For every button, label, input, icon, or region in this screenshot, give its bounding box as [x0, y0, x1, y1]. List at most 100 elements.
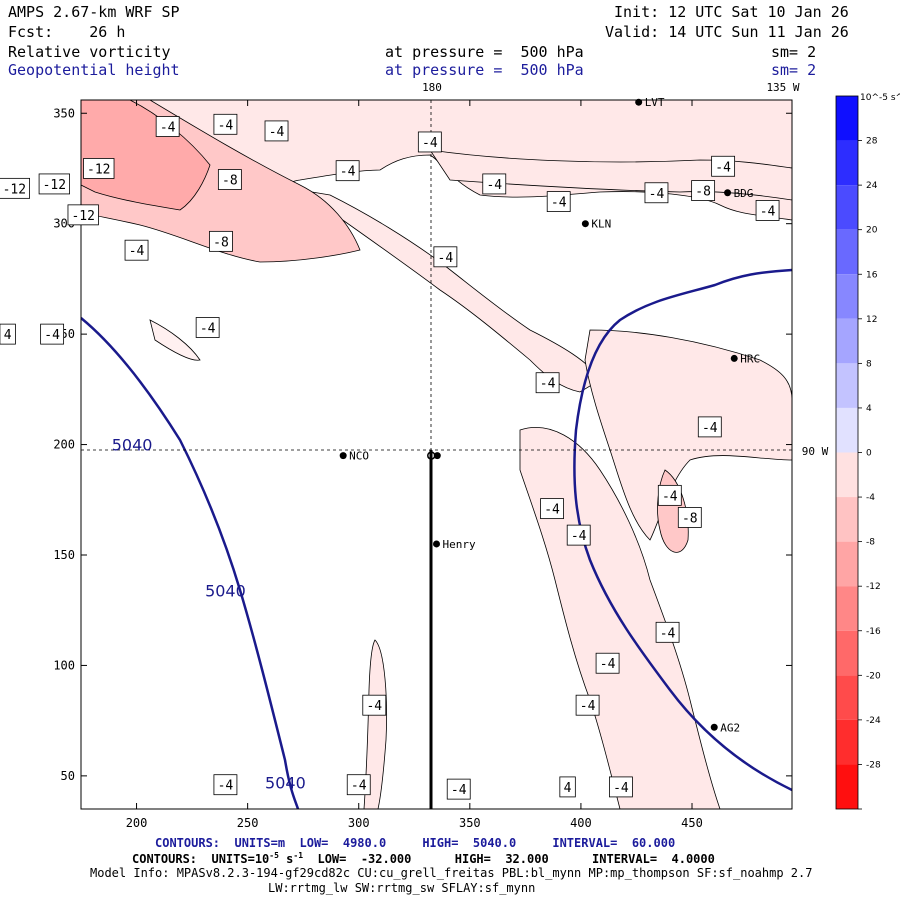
x-tick-label: 350	[459, 816, 481, 830]
forecast-value: 26 h	[89, 23, 126, 41]
colorbar-swatch	[836, 764, 858, 809]
label-box	[213, 774, 238, 796]
model-info-2: LW:rrtmg_lw SW:rrtmg_sw SFLAY:sf_mynn	[268, 881, 536, 895]
label-box	[540, 498, 564, 520]
label-box	[655, 621, 680, 643]
label-box	[83, 158, 115, 179]
station-marker	[433, 540, 440, 548]
height-contour-label: 5040	[265, 773, 306, 792]
label-box	[417, 131, 442, 153]
model-info: Model Info: MPASv8.2.3-194-gf29cd82c CU:…	[90, 866, 813, 880]
smoothing1: sm= 2	[771, 43, 817, 61]
label-box	[644, 182, 669, 204]
label-box	[38, 173, 70, 195]
valid-time: Valid: 14 UTC Sun 11 Jan 26	[605, 23, 849, 41]
colorbar-label: 16	[866, 270, 878, 280]
vorticity-contour-label: -4	[540, 498, 564, 520]
vorticity-contour-label: -4	[755, 200, 780, 221]
label-text: -8	[213, 235, 229, 250]
vorticity-contour-label: -4	[264, 120, 289, 142]
x-tick-label: 300	[348, 816, 370, 830]
colorbar-label: 28	[866, 137, 878, 147]
label-text: 4	[4, 328, 12, 343]
label-box	[566, 524, 591, 546]
label-box	[559, 776, 576, 798]
label-box	[264, 120, 289, 142]
colorbar-label: -4	[866, 493, 875, 503]
label-text: -4	[551, 196, 567, 211]
label-text: -4	[438, 251, 454, 266]
label-text: -4	[540, 377, 556, 392]
vorticity-contour-label: -4	[546, 191, 571, 213]
label-text: -4	[218, 118, 234, 133]
label-text: -4	[613, 781, 629, 796]
colorbar-swatch	[836, 318, 858, 364]
label-box	[40, 323, 65, 345]
vorticity-contour-label: -4	[595, 652, 620, 674]
plot-frame	[80, 99, 793, 810]
vorticity-contour-label: -4	[124, 239, 149, 261]
label-box	[595, 652, 620, 674]
label-box	[691, 180, 716, 201]
label-text: -8	[695, 185, 711, 200]
label-box	[697, 416, 722, 438]
x-tick-label: 200	[126, 816, 148, 830]
vorticity-contour-label: -4	[566, 524, 591, 546]
station-kln: KLN	[581, 218, 611, 231]
label-box	[67, 204, 99, 226]
stations: LVT BDG KLN HRC NCO Henry AG2	[339, 96, 760, 734]
colorbar-label: -8	[866, 538, 875, 548]
vorticity-contour-label: -4	[417, 131, 442, 153]
colorbar-swatch	[836, 363, 858, 408]
label-text: -4	[160, 121, 176, 136]
colorbar-label: 0	[866, 449, 872, 459]
neg4-west-strip	[149, 319, 201, 361]
colorbar-swatch	[836, 407, 858, 453]
vorticity-contour-label: -12	[83, 158, 115, 179]
lon-label-135w: 135 W	[766, 81, 799, 94]
colorbar-swatch	[836, 452, 858, 498]
label-box	[711, 155, 736, 177]
vorticity-contour-label: -4	[575, 694, 600, 716]
label-text: -4	[660, 626, 676, 641]
vorticity-contour-label: -12	[38, 173, 70, 195]
field2-name: Geopotential height	[8, 61, 180, 79]
label-box	[482, 173, 507, 195]
label-box	[155, 116, 180, 137]
colorbar-swatch	[836, 96, 858, 141]
y-tick-label: 200	[53, 438, 75, 452]
vorticity-contour-label: -4	[433, 246, 458, 268]
station-label: NCO	[349, 450, 369, 463]
init-time: Init: 12 UTC Sat 10 Jan 26	[614, 3, 849, 21]
label-text: -4	[760, 204, 776, 219]
label-box	[209, 230, 233, 252]
vorticity-contour-label: -8	[677, 507, 702, 528]
vorticity-contour-label: -4	[346, 774, 371, 796]
height-contour-label: 5040	[112, 436, 153, 455]
station-marker	[710, 723, 718, 731]
y-tick-label: 150	[53, 548, 75, 562]
station-marker	[339, 452, 347, 460]
station-bdg: BDG	[724, 187, 753, 200]
cross-section-start-dot	[433, 452, 441, 460]
colorbar-swatch	[836, 586, 858, 631]
label-text: -8	[222, 174, 238, 189]
vorticity-contour-label: -4	[697, 416, 722, 438]
label-text: -4	[571, 529, 587, 544]
label-box	[346, 774, 371, 796]
vorticity-contour-label: -4	[482, 173, 507, 195]
colorbar-swatch	[836, 541, 858, 587]
station-marker	[724, 189, 732, 197]
label-text: -4	[486, 178, 502, 193]
label-box	[0, 323, 16, 345]
vorticity-contour-label: 4	[559, 776, 576, 798]
vorticity-contour-label: -4	[362, 694, 387, 716]
field1-name: Relative vorticity	[8, 43, 171, 61]
station-label: HRC	[740, 352, 760, 365]
colorbar-label: -24	[866, 716, 881, 726]
label-box	[575, 694, 600, 716]
vorticity-contour-label: -4	[446, 778, 471, 800]
label-box	[362, 694, 387, 716]
footer-line2: CONTOURS: UNITS=10-5 s-1 LOW= -32.000 HI…	[132, 851, 715, 866]
